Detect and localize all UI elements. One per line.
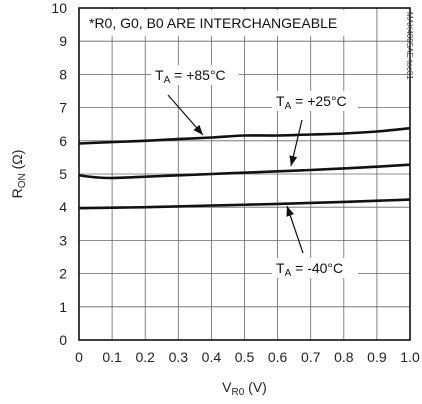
annotation-arrowhead <box>289 155 298 166</box>
series-label-main: T <box>276 260 285 276</box>
y-axis-title: RON (Ω) <box>9 150 28 199</box>
x-tick-label: 0.6 <box>268 349 288 365</box>
x-tick-label: 0.1 <box>102 349 122 365</box>
series-line <box>78 198 411 210</box>
x-axis-title: VR0 (V) <box>222 379 267 398</box>
series-label-main: T <box>276 93 285 109</box>
series-label-sub: A <box>285 101 292 112</box>
y-tick-label: 1 <box>59 299 67 315</box>
x-tick-label: 0.9 <box>367 349 387 365</box>
x-tick-label: 0 <box>75 349 83 365</box>
y-tick-label: 4 <box>59 199 67 215</box>
series-label: TA = +85°C <box>155 67 226 86</box>
x-axis-title-unit: (V) <box>244 379 267 395</box>
y-tick-label: 7 <box>59 100 67 116</box>
y-tick-label: 6 <box>59 133 67 149</box>
series-curves <box>78 126 411 210</box>
y-tick-label: 8 <box>59 66 67 82</box>
x-tick-label: 0.4 <box>202 349 222 365</box>
y-tick-label: 0 <box>59 332 67 348</box>
note-box <box>81 10 361 36</box>
y-tick-label: 3 <box>59 232 67 248</box>
plot-frame <box>78 7 411 341</box>
x-tick-label: 1.0 <box>400 349 420 365</box>
chart-note: *R0, G0, B0 ARE INTERCHANGEABLE <box>89 15 337 31</box>
y-axis-title-main: R <box>9 188 25 198</box>
x-tick-label: 0.3 <box>169 349 189 365</box>
y-axis-title-sub: ON <box>17 173 28 188</box>
series-label: TA = -40°C <box>276 260 343 279</box>
y-axis-title-unit: (Ω) <box>9 150 25 174</box>
annotation-bg <box>272 91 358 111</box>
series-annotations: TA = +85°CTA = +25°CTA = -40°C <box>151 65 358 279</box>
y-tick-label: 10 <box>51 0 67 16</box>
tick-labels: 0 0.1 0.2 0.3 0.4 0.5 0.6 0.7 0.8 0.9 1.0 0 1 2 3 4 5 6 7 8… <box>51 0 420 365</box>
y-tick-label: 2 <box>59 266 67 282</box>
series-label-sub: A <box>285 268 292 279</box>
series-label-main: T <box>155 67 164 83</box>
figure-code: MAX4885AE toc01 <box>405 12 414 80</box>
x-tick-label: 0.5 <box>235 349 255 365</box>
series-label-sub: A <box>164 75 171 86</box>
annotation-arrowhead <box>286 206 295 217</box>
y-tick-label: 5 <box>59 166 67 182</box>
x-tick-label: 0.8 <box>334 349 354 365</box>
y-tick-label: 9 <box>59 33 67 49</box>
x-tick-label: 0.2 <box>135 349 155 365</box>
x-tick-label: 0.7 <box>301 349 321 365</box>
series-label-rest: = +25°C <box>291 93 346 109</box>
x-axis-title-main: V <box>222 379 232 395</box>
series-label: TA = +25°C <box>276 93 347 112</box>
series-label-rest: = +85°C <box>170 67 225 83</box>
annotation-bg <box>272 258 358 278</box>
annotation-arrowhead <box>193 124 203 135</box>
annotation-bg <box>151 65 239 85</box>
series-line <box>78 126 411 145</box>
series-label-rest: = -40°C <box>291 260 343 276</box>
x-axis-title-sub: R0 <box>231 387 244 398</box>
series-line <box>78 163 411 180</box>
